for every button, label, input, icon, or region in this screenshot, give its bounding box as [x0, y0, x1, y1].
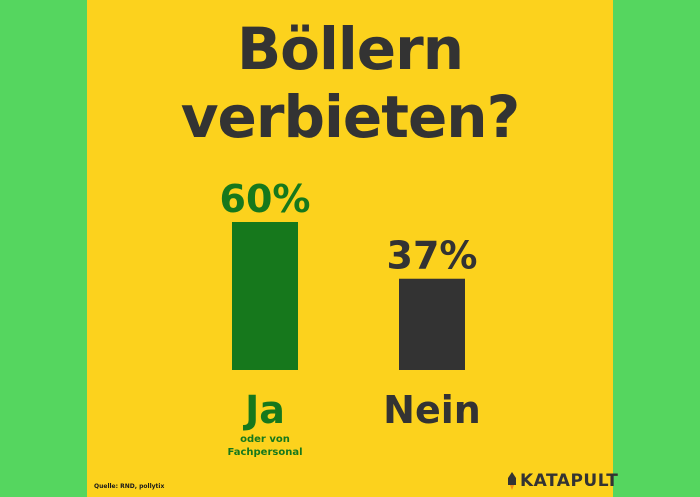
category-note-ja-line-1: oder von: [240, 434, 290, 445]
category-note-ja-line-2: Fachpersonal: [227, 447, 302, 458]
source-note: Quelle: RND, pollytix: [94, 483, 165, 490]
category-label-ja: Ja: [242, 388, 285, 432]
category-label-nein: Nein: [383, 388, 481, 432]
rocket-icon: [508, 472, 516, 490]
katapult-logo: KATAPULT: [507, 471, 618, 491]
bar-nein: [399, 278, 465, 370]
value-label-nein: 37%: [387, 234, 478, 278]
title-line-1: Böllern: [236, 15, 464, 83]
bar-chart: 60% Ja oder von Fachpersonal 37% Nein: [220, 177, 481, 458]
title-line-2: verbieten?: [180, 83, 520, 151]
poster-panel: Böllern verbieten? 60% Ja oder von Fachpers…: [87, 0, 618, 497]
value-label-ja: 60%: [220, 177, 311, 221]
brand-name: KATAPULT: [520, 471, 619, 491]
bar-ja: [232, 222, 298, 370]
